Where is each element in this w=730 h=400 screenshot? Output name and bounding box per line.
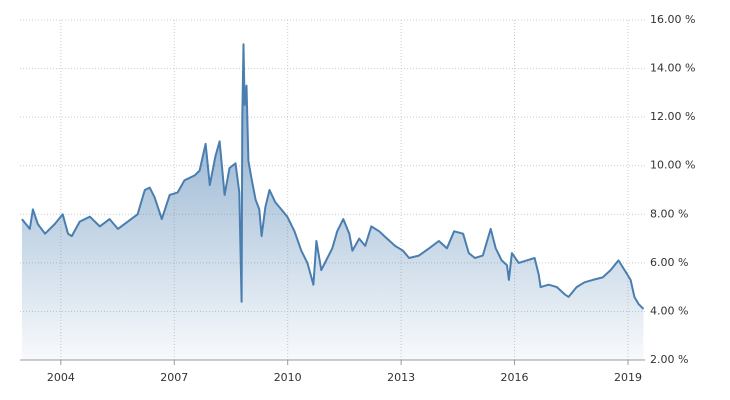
x-tick-label: 2016 xyxy=(501,371,529,384)
y-tick-label: 2.00 % xyxy=(650,353,688,366)
y-tick-label: 14.00 % xyxy=(650,62,695,75)
y-tick-label: 8.00 % xyxy=(650,207,688,220)
y-tick-label: 12.00 % xyxy=(650,110,695,123)
x-tick-label: 2010 xyxy=(274,371,302,384)
line xyxy=(21,43,645,310)
y-tick-label: 16.00 % xyxy=(650,13,695,26)
x-tick-label: 2019 xyxy=(614,371,642,384)
x-tick-label: 2007 xyxy=(160,371,188,384)
x-tick-label: 2013 xyxy=(387,371,415,384)
x-tick-label: 2004 xyxy=(47,371,75,384)
y-tick-label: 6.00 % xyxy=(650,256,688,269)
area xyxy=(21,44,644,361)
y-tick-label: 4.00 % xyxy=(650,304,688,317)
y-tick-label: 10.00 % xyxy=(650,159,695,172)
